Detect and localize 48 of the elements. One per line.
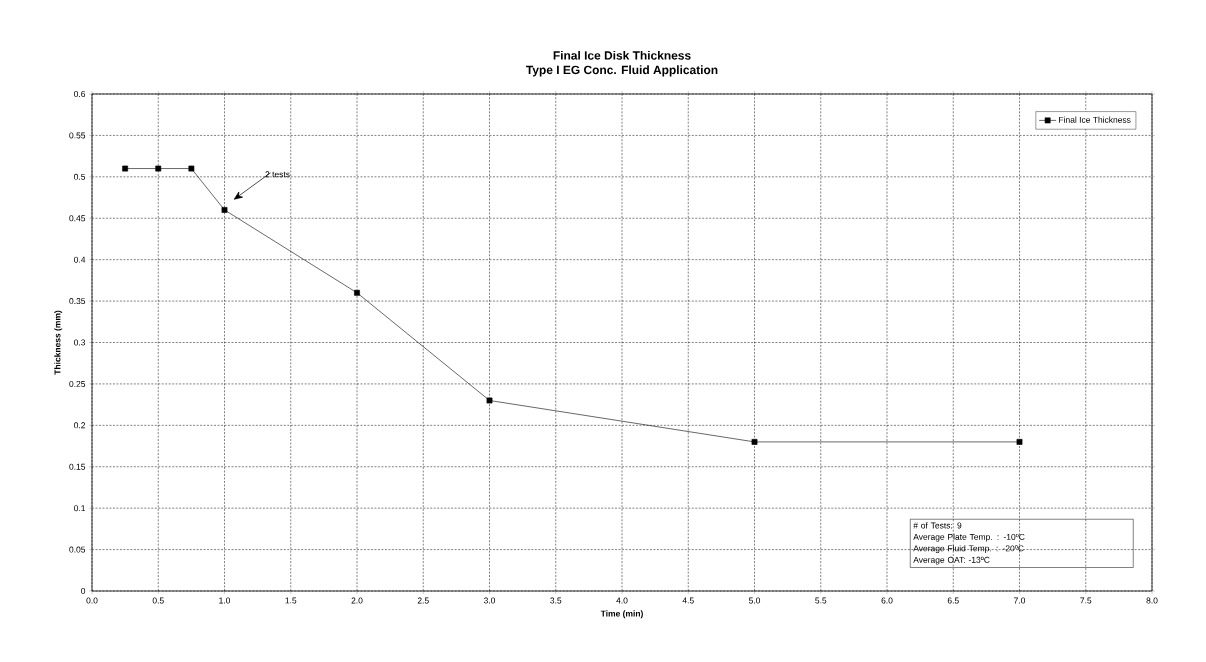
x-axis-title: Time (min) (600, 610, 643, 619)
annotation: # of Tests: 9 (913, 522, 962, 529)
y-tick-label: 0.55 (69, 132, 86, 139)
x-tick-label: 7.5 (1080, 597, 1092, 604)
point (188, 165, 195, 172)
y-tick-label: 0.15 (69, 463, 86, 470)
y-tick-label: 0.2 (74, 422, 86, 429)
chart-subtitle: Type I EG Conc. Fluid Application (526, 65, 718, 77)
x-tick-label: 3.5 (550, 597, 562, 604)
y-tick-label: 0.4 (74, 256, 86, 263)
x-tick-label: 1.0 (219, 597, 231, 604)
point (1016, 439, 1023, 445)
x-tick-label: 0.0 (86, 597, 98, 604)
x-tick-label: 6.5 (947, 597, 959, 604)
x-tick-label: 8.0 (1146, 597, 1158, 604)
point (751, 439, 758, 445)
annotation: Average Plate Temp. : -10ºC (913, 533, 1025, 542)
point (221, 207, 228, 213)
x-tick-label: 0.5 (152, 597, 164, 604)
x-tick-label: 5.5 (815, 597, 827, 604)
x-tick-label: 1.5 (285, 597, 297, 604)
x-tick-label: 7.0 (1014, 597, 1026, 604)
y-tick-label: 0.1 (74, 505, 86, 512)
chart-title: Final Ice Disk Thickness (553, 50, 691, 60)
annotation: Average Fluid Temp. : -20ºC (913, 545, 1024, 554)
x-tick-label: 4.0 (616, 597, 628, 604)
x-tick-label: 5.0 (748, 597, 761, 604)
x-tick-label: 4.5 (682, 597, 694, 604)
y-tick-label: 0.25 (69, 380, 86, 387)
x-tick-label: 2.5 (417, 597, 429, 604)
y-tick-label: 0 (81, 588, 86, 594)
y-tick-label: 0.35 (69, 298, 86, 305)
point (486, 397, 493, 404)
x-tick-label: 6.0 (881, 597, 893, 604)
y-tick-label: 0.6 (74, 91, 86, 97)
y-tick-label: 0.05 (69, 546, 86, 553)
annotation: Average OAT: -13ºC (913, 556, 990, 565)
point (155, 165, 162, 172)
y-tick-label: 0.5 (74, 173, 86, 180)
point (354, 289, 360, 296)
x-tick-label: 3.0 (483, 597, 496, 604)
x-tick-label: 2.0 (351, 597, 363, 604)
legend-label: Final Ice Thickness (1059, 116, 1131, 123)
point (122, 165, 129, 172)
annotation: 2 tests (265, 171, 290, 178)
y-axis-title: Thickness (mm) (54, 310, 63, 375)
y-tick-label: 0.45 (69, 215, 86, 222)
y-tick-label: 0.3 (74, 339, 86, 346)
